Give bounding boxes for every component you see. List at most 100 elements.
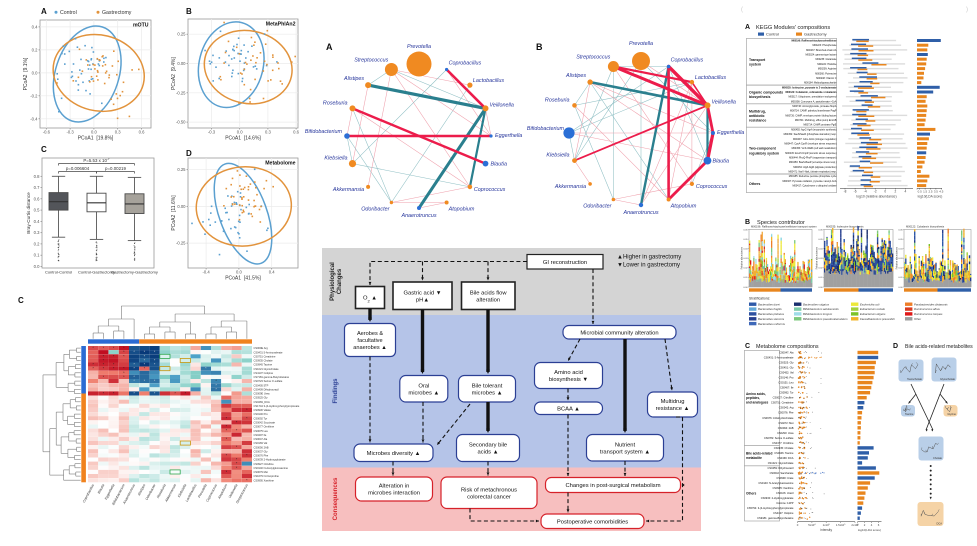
svg-text:CS5794: 3-(4-Hydroxyphenyl)pro: CS5794: 3-(4-Hydroxyphenyl)propionate <box>747 506 794 510</box>
svg-text:Eggerthella: Eggerthella <box>495 133 522 139</box>
svg-text:Two-component: Two-component <box>749 147 777 151</box>
svg-text:A: A <box>41 7 47 16</box>
svg-text:CS0976: 3-Dehydrocholate: CS0976: 3-Dehydrocholate <box>762 416 794 420</box>
svg-text:*: * <box>226 437 228 441</box>
svg-text:CS0935 Cholate: CS0935 Cholate <box>254 359 274 363</box>
svg-text:0.3: 0.3 <box>265 130 271 135</box>
svg-text:M00535: Isoleucine, pyruvate t: M00535: Isoleucine, pyruvate to 2-oxobut… <box>782 86 837 89</box>
svg-text:CS1021 Glycocholate: CS1021 Glycocholate <box>254 367 280 371</box>
svg-text:(: ( <box>741 7 743 13</box>
svg-text:*: * <box>144 350 146 354</box>
svg-text:CS0140 N-Acetylglucosamine: CS0140 N-Acetylglucosamine <box>254 466 289 470</box>
svg-text:Alistipes: Alistipes <box>136 483 146 497</box>
svg-text:M00307: Pyruvate oxidation, py: M00307: Pyruvate oxidation, pyruvate->ac… <box>782 180 836 183</box>
svg-text:CS0407 Ile: CS0407 Ile <box>254 433 267 437</box>
svg-text:microbes interaction: microbes interaction <box>368 491 420 497</box>
svg-text:Changes: Changes <box>337 268 343 294</box>
svg-text:0: 0 <box>884 190 886 194</box>
svg-text:M00184: Maltooligosaccharide: M00184: Maltooligosaccharide <box>804 82 837 85</box>
svg-text:*: * <box>236 462 238 466</box>
svg-text:Taurine: Taurine <box>905 412 914 416</box>
svg-text:CS0451: Gly: CS0451: Gly <box>779 366 794 370</box>
svg-text:CS0146 Pro: CS0146 Pro <box>254 412 269 416</box>
svg-text:0.0: 0.0 <box>237 130 243 135</box>
svg-text:M00453: VicK-WalR (cell wall m: M00453: VicK-WalR (cell wall metabolism) <box>792 147 837 150</box>
svg-text:Control-Control: Control-Control <box>45 270 72 275</box>
svg-text:0.8: 0.8 <box>34 174 40 179</box>
svg-text:0.2: 0.2 <box>34 241 40 246</box>
svg-text:Secondary bile: Secondary bile <box>469 443 507 449</box>
svg-text:CS0751: Creatinine: CS0751: Creatinine <box>771 401 794 405</box>
svg-text:M00417: Cytochrome o ubiquinol: M00417: Cytochrome o ubiquinol oxidase <box>793 185 838 188</box>
svg-text:p=0.00219: p=0.00219 <box>105 166 126 171</box>
svg-text:M00122: Cobalamin biosynthesis: M00122: Cobalamin biosynthesis <box>906 225 945 229</box>
svg-text:Multidrug: Multidrug <box>661 399 685 405</box>
svg-text:0: 0 <box>857 523 859 527</box>
svg-text:M00746: Aminoglycoside, protea: M00746: Aminoglycoside, protease MupA <box>792 105 837 108</box>
svg-text:*: * <box>103 346 105 350</box>
svg-text:*: * <box>123 346 125 350</box>
svg-text:alteration: alteration <box>476 297 500 303</box>
svg-text:0.06: 0.06 <box>818 229 823 231</box>
svg-text:-0.4: -0.4 <box>202 270 210 275</box>
svg-text:*: * <box>133 350 135 354</box>
svg-text:Bifidobacterium: Bifidobacterium <box>527 126 565 132</box>
svg-text:-0.25: -0.25 <box>176 90 186 95</box>
svg-text:CS0452: Val: CS0452: Val <box>779 371 794 375</box>
svg-text:*: * <box>103 363 105 367</box>
svg-text:Akkermansia: Akkermansia <box>554 184 586 190</box>
svg-text:D: D <box>186 149 192 158</box>
svg-text:0.0: 0.0 <box>91 130 97 135</box>
svg-text:*: * <box>113 363 115 367</box>
svg-text:CS1021: Glycocholate: CS1021: Glycocholate <box>768 461 794 465</box>
svg-text:-0.2: -0.2 <box>30 93 38 98</box>
svg-text:Bifidobacterium longum: Bifidobacterium longum <box>803 312 833 316</box>
svg-text:0.4: 0.4 <box>34 219 40 224</box>
svg-text:acids ▲: acids ▲ <box>478 450 499 456</box>
svg-text:Coprococcus: Coprococcus <box>474 187 506 193</box>
svg-text:0.02: 0.02 <box>743 268 748 270</box>
svg-text:CS0042 Succinate: CS0042 Succinate <box>254 421 276 425</box>
svg-text:M00237: Branched-chain AA: M00237: Branched-chain AA <box>806 49 837 52</box>
svg-text:2: 2 <box>895 190 897 194</box>
svg-text:0.04: 0.04 <box>898 249 903 251</box>
svg-text:M00444: PhoQ-PhoP (magnesium t: M00444: PhoQ-PhoP (magnesium transport) <box>789 157 837 160</box>
svg-text:*: * <box>226 425 228 429</box>
svg-text:Prevotella: Prevotella <box>407 44 431 50</box>
svg-text:CS0935: Cholate: CS0935: Cholate <box>774 446 794 450</box>
svg-text:0.04: 0.04 <box>743 249 748 251</box>
svg-text:M00450: BaeS-BaeR (envelope st: M00450: BaeS-BaeR (envelope stress resp.… <box>789 161 837 164</box>
svg-text:CS0094: 2AB: CS0094: 2AB <box>778 426 794 430</box>
svg-text:*: * <box>226 416 228 420</box>
svg-text:0.03: 0.03 <box>898 258 903 260</box>
svg-text:*: * <box>133 379 135 383</box>
svg-text:Bile acids flow: Bile acids flow <box>470 290 508 296</box>
svg-text:*: * <box>144 367 146 371</box>
svg-text:*: * <box>246 478 248 482</box>
svg-text:Bifidobacterium pseudocatenula: Bifidobacterium pseudocatenulatum <box>803 317 848 321</box>
svg-text:Taurocholate: Taurocholate <box>907 377 922 381</box>
svg-text:*: * <box>123 354 125 358</box>
svg-text:Amino acids,: Amino acids, <box>746 392 766 396</box>
svg-text:CS0782: Serine O-sulfate: CS0782: Serine O-sulfate <box>764 436 794 440</box>
svg-text:*: * <box>144 379 146 383</box>
svg-text:biosynthesis: biosynthesis <box>749 95 770 99</box>
svg-text:*: * <box>215 379 217 383</box>
svg-text:Atopobium: Atopobium <box>448 207 475 213</box>
svg-text:-8: -8 <box>844 190 847 194</box>
svg-text:Lactobacillus: Lactobacillus <box>473 78 504 84</box>
svg-text:*: * <box>103 367 105 371</box>
svg-text:resistance ▲: resistance ▲ <box>656 406 690 412</box>
svg-text:*: * <box>246 454 248 458</box>
svg-text:CS0042: Arg: CS0042: Arg <box>779 406 794 410</box>
svg-text:Relative abundances: Relative abundances <box>740 246 743 269</box>
svg-text:-0.50: -0.50 <box>176 120 186 125</box>
svg-text:Cotinine: 12PP: Cotinine: 12PP <box>776 501 794 505</box>
svg-text:CS0076 Phe: CS0076 Phe <box>254 454 269 458</box>
svg-text:Relative abundances: Relative abundances <box>815 246 818 269</box>
svg-text:antibiotic: antibiotic <box>749 114 765 118</box>
svg-text:0.05: 0.05 <box>818 239 823 241</box>
svg-text:M00235: Glutamate: M00235: Glutamate <box>816 58 838 61</box>
svg-text:6: 6 <box>878 523 880 527</box>
svg-text:Nutrient: Nutrient <box>615 442 636 448</box>
